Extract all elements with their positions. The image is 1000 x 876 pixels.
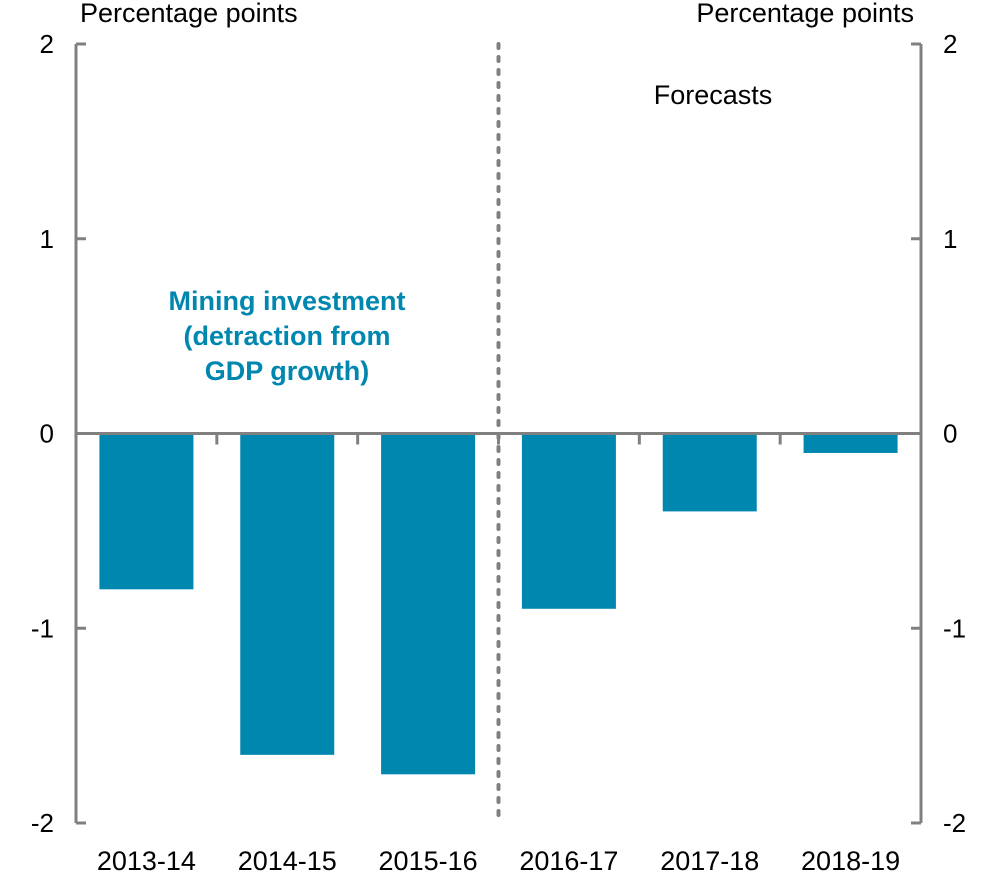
category-label: 2013-14 <box>97 846 196 876</box>
forecast-label: Forecasts <box>654 80 773 110</box>
bar-2017-18 <box>662 433 757 512</box>
mining-investment-annotation: Mining investment (detraction from GDP gro… <box>168 286 405 386</box>
left-y-tick-label: -2 <box>31 808 54 838</box>
left-axis-label: Percentage points <box>80 0 298 28</box>
right-y-tick-label: 0 <box>943 419 957 449</box>
category-label: 2015-16 <box>379 846 478 876</box>
left-tick-labels: 2 1 0 -1 -2 <box>31 29 54 838</box>
annotation-line: (detraction from <box>183 321 390 351</box>
category-label: 2016-17 <box>519 846 618 876</box>
left-y-tick-label: 2 <box>40 29 54 59</box>
right-tick-labels: 2 1 0 -1 -2 <box>943 29 966 838</box>
category-labels: 2013-14 2014-15 2015-16 2016-17 2017-18 2018-… <box>97 846 900 876</box>
left-y-tick-label: 0 <box>40 419 54 449</box>
right-y-tick-label: -2 <box>943 808 966 838</box>
right-axis-label: Percentage points <box>696 0 914 28</box>
category-label: 2017-18 <box>660 846 759 876</box>
bar-2015-16 <box>381 433 476 775</box>
right-y-tick-label: -1 <box>943 613 966 643</box>
category-label: 2014-15 <box>238 846 337 876</box>
left-y-tick-label: 1 <box>40 224 54 254</box>
annotation-line: GDP growth) <box>205 356 370 386</box>
bars <box>99 433 898 775</box>
bar-2016-17 <box>521 433 616 609</box>
bar-2014-15 <box>240 433 335 755</box>
right-y-tick-label: 2 <box>943 29 957 59</box>
bar-2018-19 <box>803 433 898 453</box>
right-y-tick-label: 1 <box>943 224 957 254</box>
bar-2013-14 <box>99 433 194 590</box>
category-label: 2018-19 <box>801 846 900 876</box>
annotation-line: Mining investment <box>168 286 405 316</box>
left-y-tick-label: -1 <box>31 613 54 643</box>
